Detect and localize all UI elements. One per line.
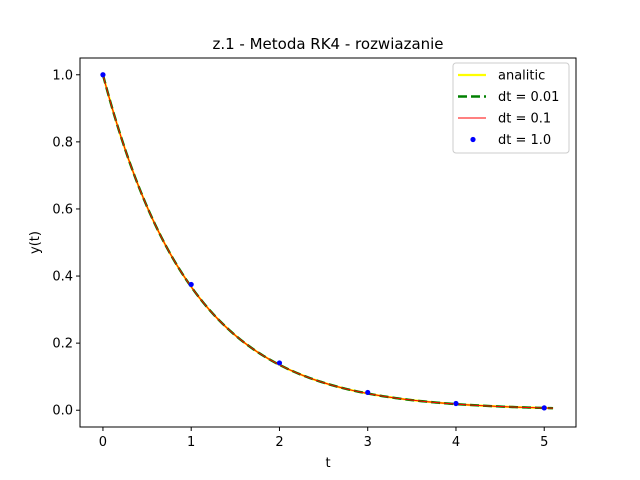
legend-label: dt = 0.1 [498, 112, 551, 127]
x-tick-label: 3 [364, 435, 372, 450]
y-tick-label: 0.8 [52, 135, 73, 150]
x-tick-label: 1 [187, 435, 195, 450]
x-axis: 0 1 2 3 4 5 [99, 427, 548, 450]
axes-frame [79, 57, 577, 428]
scatter-point-dt-1 [453, 400, 459, 407]
plot-area [100, 72, 554, 411]
y-axis: 0.0 0.2 0.4 0.6 0.8 1.0 [52, 68, 80, 419]
scatter-point-dt-1 [188, 281, 194, 288]
x-tick-label: 0 [99, 435, 107, 450]
scatter-point-dt-1 [276, 360, 283, 366]
scatter-point-dt-1 [541, 405, 547, 411]
x-tick-label: 4 [452, 435, 460, 450]
chart-title: z.1 - Metoda RK4 - rozwiazanie [212, 35, 443, 53]
scatter-point-dt-1 [365, 389, 371, 396]
series-line-2 [102, 74, 554, 409]
legend-label: dt = 0.01 [498, 90, 559, 105]
legend: analitic dt = 0.01 dt = 0.1 dt = 1.0 [452, 62, 570, 154]
legend-label: dt = 1.0 [498, 133, 551, 148]
y-axis-label: y(t) [28, 231, 43, 254]
x-tick-label: 2 [275, 435, 283, 450]
y-tick-label: 0.0 [52, 404, 73, 419]
y-tick-label: 0.2 [52, 337, 73, 352]
scatter-point-dt-1 [100, 72, 106, 78]
y-tick-label: 1.0 [52, 68, 73, 83]
legend-box [452, 62, 570, 154]
legend-marker-scatter [470, 136, 476, 143]
x-axis-label: t [325, 456, 330, 471]
y-tick-label: 0.6 [52, 202, 73, 217]
x-tick-label: 5 [540, 435, 548, 450]
legend-label: analitic [498, 69, 545, 84]
y-tick-label: 0.4 [52, 270, 73, 285]
